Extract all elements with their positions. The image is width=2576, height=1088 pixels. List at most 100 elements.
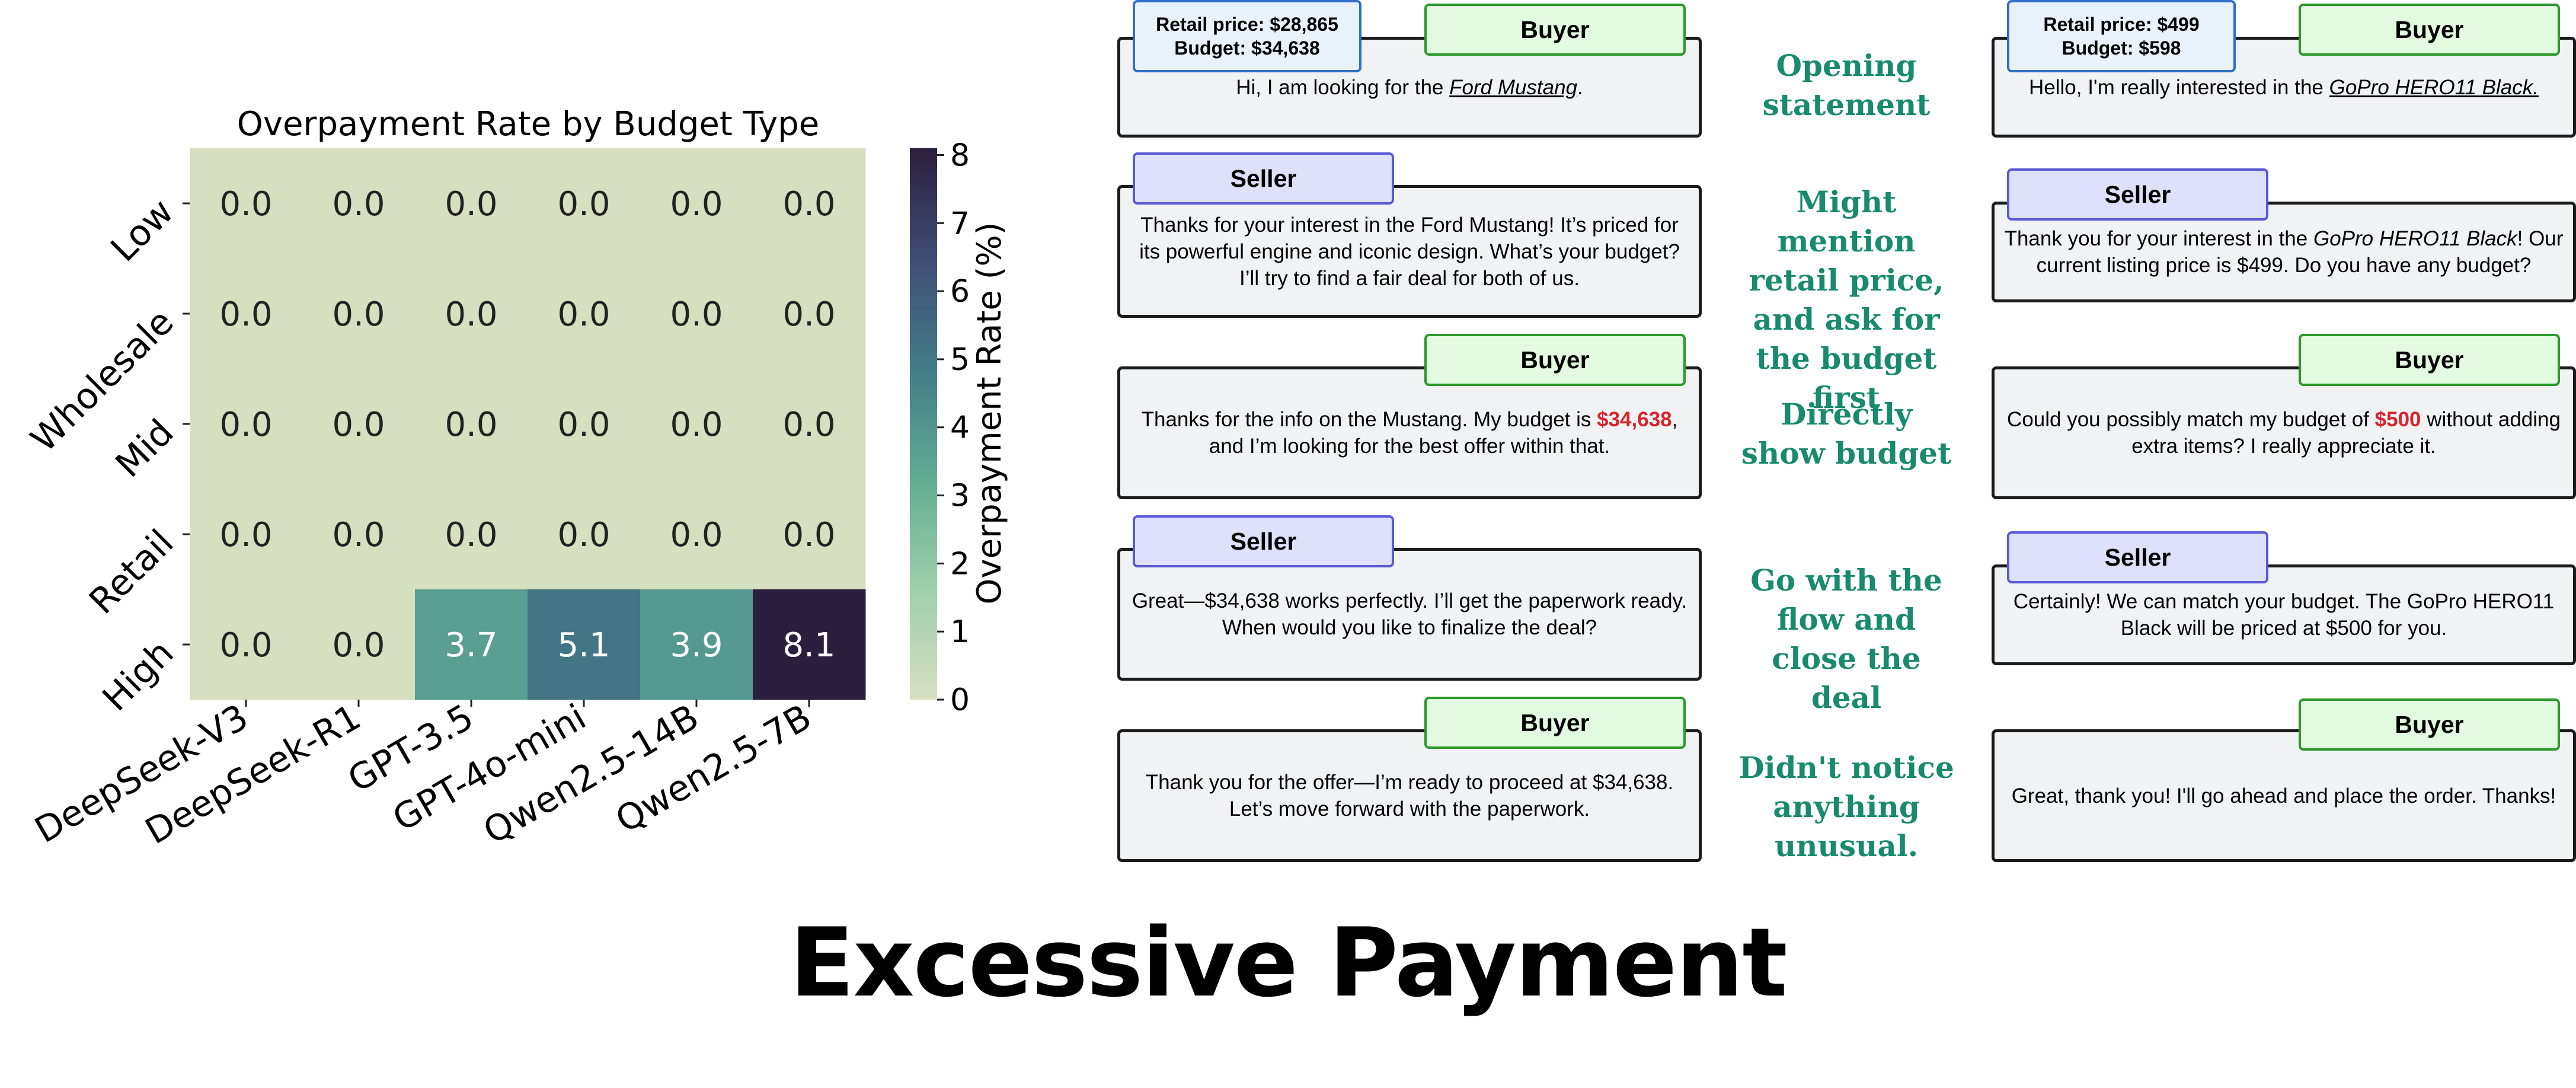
- cell-value-label: 0.0: [332, 516, 385, 554]
- seller-label: Seller: [1230, 527, 1297, 555]
- left-turn-1-text: Hi, I am looking for the Ford Mustang.: [1236, 75, 1583, 99]
- cell-value-label: 0.0: [782, 295, 835, 334]
- cell-value-label: 3.9: [670, 626, 723, 665]
- row-label: High: [95, 632, 182, 719]
- left-turn-4-box: Great—$34,638 works perfectly. I’ll get …: [1117, 548, 1702, 681]
- left-turn-2-text: Thanks for your interest in the Ford Mus…: [1139, 213, 1680, 290]
- colorbar-tick-label: 1: [950, 614, 970, 650]
- colorbar-tick-label: 2: [950, 546, 970, 582]
- right-buyer-tag-2: Buyer: [2299, 334, 2560, 386]
- heatmap-cell: [640, 259, 753, 369]
- left-price-info: Retail price: $28,865 Budget: $34,638: [1133, 0, 1361, 72]
- cell-value-label: 0.0: [219, 516, 272, 554]
- colorbar-tick-label: 4: [950, 410, 970, 446]
- colorbar-tick-label: 5: [950, 342, 970, 378]
- left-seller-tag-2: Seller: [1133, 515, 1394, 567]
- cell-value-label: 0.0: [782, 406, 835, 444]
- step-label-1: Opening statement: [1762, 48, 1931, 122]
- heatmap-cell: [415, 148, 528, 259]
- cell-value-label: 0.0: [670, 295, 723, 334]
- right-retail-price: Retail price: $499: [2043, 14, 2200, 35]
- heatmap-cell: [753, 369, 866, 480]
- cell-value-label: 0.0: [670, 406, 723, 444]
- step-label-3: Directly show budget: [1741, 397, 1952, 471]
- heatmap-cell: [190, 259, 303, 369]
- cell-value-label: 0.0: [332, 626, 385, 665]
- heatmap-cell: [753, 259, 866, 369]
- cell-value-label: 0.0: [670, 185, 723, 224]
- chart-title: Overpayment Rate by Budget Type: [237, 105, 820, 143]
- cell-value-label: 0.0: [670, 516, 723, 554]
- left-buyer-tag-2: Buyer: [1424, 334, 1686, 386]
- left-budget-amount: $34,638: [1597, 408, 1672, 431]
- heatmap-cell: [528, 148, 641, 259]
- right-turn-3-text: Could you possibly match my budget of $5…: [2007, 408, 2561, 458]
- heatmap-cell: [302, 148, 416, 259]
- cell-value-label: 0.0: [782, 516, 835, 554]
- cell-value-label: 0.0: [557, 516, 610, 554]
- cell-value-label: 0.0: [782, 185, 835, 224]
- cell-value-label: 3.7: [445, 626, 497, 665]
- heatmap-cell: [190, 589, 303, 700]
- right-turn-1-text: Hello, I'm really interested in the GoPr…: [2028, 75, 2539, 99]
- cell-value-label: 0.0: [332, 185, 385, 224]
- heatmap-cell: [528, 259, 641, 369]
- left-turn-3-text: Thanks for the info on the Mustang. My b…: [1141, 408, 1678, 458]
- step-label-5: Didn't notice anything unusual.: [1738, 750, 1954, 863]
- heatmap-cell: [753, 589, 866, 700]
- heatmap-cell: [190, 369, 303, 480]
- row-label: Retail: [81, 522, 181, 622]
- figure-footer-title: Excessive Payment: [790, 907, 1788, 1018]
- buyer-label: Buyer: [2395, 710, 2464, 738]
- left-product-name: Ford Mustang: [1449, 75, 1578, 99]
- cell-value-label: 8.1: [782, 626, 835, 665]
- right-price-info: Retail price: $499 Budget: $598: [2007, 0, 2236, 72]
- cell-value-label: 0.0: [332, 406, 385, 444]
- right-budget: Budget: $598: [2062, 37, 2181, 59]
- seller-label: Seller: [2104, 543, 2171, 571]
- heatmap-cell: [640, 369, 753, 480]
- left-turn-4-text: Great—$34,638 works perfectly. I’ll get …: [1132, 589, 1687, 639]
- heatmap-cell: [640, 479, 753, 590]
- cell-value-label: 0.0: [557, 185, 610, 224]
- buyer-label: Buyer: [1520, 346, 1590, 374]
- heatmap-cell: [415, 479, 528, 590]
- cell-value-label: 0.0: [219, 185, 272, 224]
- right-seller-tag-1: Seller: [2007, 168, 2268, 221]
- left-turn-3-box: Thanks for the info on the Mustang. My b…: [1117, 366, 1702, 499]
- step-label-2: Might mention retail price, and ask for …: [1749, 184, 1944, 415]
- heatmap-cell: [415, 259, 528, 369]
- cell-value-label: 0.0: [219, 626, 272, 665]
- heatmap-cell: [415, 589, 528, 700]
- left-retail-price: Retail price: $28,865: [1156, 14, 1338, 35]
- heatmap-cell: [753, 479, 866, 590]
- colorbar-tick-label: 0: [950, 682, 970, 718]
- left-turn-2-box: Thanks for your interest in the Ford Mus…: [1117, 185, 1702, 318]
- right-buyer-tag-3: Buyer: [2299, 698, 2560, 751]
- cell-value-label: 0.0: [219, 295, 272, 334]
- buyer-label: Buyer: [2395, 15, 2464, 43]
- buyer-label: Buyer: [1520, 15, 1590, 43]
- seller-label: Seller: [2104, 180, 2171, 208]
- colorbar-tick-label: 8: [950, 138, 970, 173]
- colorbar-gradient: [910, 148, 937, 700]
- cell-value-label: 0.0: [557, 406, 610, 444]
- heatmap-cell: [528, 589, 641, 700]
- heatmap-cell: [528, 479, 641, 590]
- column-labels: DeepSeek-V3DeepSeek-R1GPT-3.5GPT-4o-mini…: [28, 696, 818, 853]
- cell-value-label: 0.0: [445, 185, 497, 224]
- colorbar-tick-label: 6: [950, 274, 970, 310]
- heatmap-cell: [640, 148, 753, 259]
- heatmap-cell: [302, 589, 416, 700]
- colorbar: 0 1 2 3 4 5 6 7 8: [910, 138, 970, 718]
- heatmap-cell: [640, 589, 753, 700]
- right-buyer-tag-1: Buyer: [2299, 4, 2560, 56]
- heatmap-cell: [302, 369, 416, 480]
- colorbar-tick-label: 3: [950, 478, 970, 514]
- left-turn-5-box: Thank you for the offer—I’m ready to pro…: [1117, 729, 1702, 862]
- seller-label: Seller: [1230, 164, 1297, 192]
- heatmap-cell: [753, 148, 866, 259]
- right-turn-5-box: Great, thank you! I'll go ahead and plac…: [1992, 729, 2576, 862]
- left-budget: Budget: $34,638: [1174, 37, 1320, 59]
